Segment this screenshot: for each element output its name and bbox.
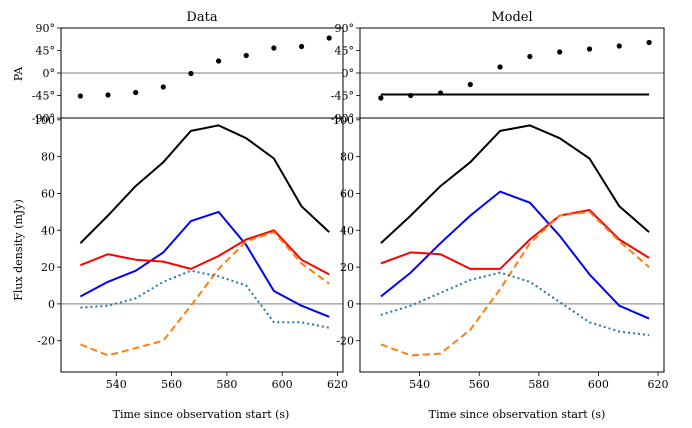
model-flux-ytick-label: 80 — [340, 151, 354, 164]
model-xtick-label: 580 — [528, 378, 549, 391]
model-pa-point — [408, 92, 414, 99]
model-pa-point — [378, 95, 384, 101]
pa-y-axis-label: PA — [12, 66, 25, 81]
data-pa-point — [77, 93, 83, 99]
model-xtick-label: 540 — [409, 378, 430, 391]
x-axis-label-right: Time since observation start (s) — [429, 408, 606, 421]
data-flux-ytick-label: 0 — [48, 298, 55, 311]
data-flux-ytick-label: 20 — [41, 261, 55, 274]
model-pa-point — [557, 49, 563, 55]
model-pa-ytick-label: 0° — [342, 67, 355, 80]
model-pa-point — [586, 46, 593, 52]
model-pa-panel: Model 90° 45° 0° -45° -90° — [331, 10, 665, 125]
model-title: Model — [491, 10, 532, 25]
data-flux-ytick-label: -20 — [37, 335, 55, 348]
model-flux-ytick-label: 60 — [340, 187, 354, 200]
flux-y-axis-label: Flux density (mJy) — [12, 199, 25, 301]
data-xtick-label: 600 — [272, 378, 293, 391]
model-flux-ytick-label: -20 — [336, 335, 354, 348]
model-xtick-label: 560 — [469, 378, 490, 391]
model-series-blue — [380, 190, 650, 320]
data-series-teal — [80, 269, 330, 329]
model-flux-ytick-label: 0 — [347, 298, 354, 311]
data-flux-ytick-label: 100 — [34, 114, 55, 127]
model-pa-point — [467, 81, 473, 88]
model-pa-ytick-label: 90° — [335, 22, 355, 35]
model-pa-ytick-label: -90° — [331, 112, 354, 125]
data-pa-panel: Data 90° 45° 0° -45° -90° — [32, 10, 344, 125]
model-pa-ytick-label: 45° — [335, 45, 355, 58]
model-pa-point — [616, 43, 622, 49]
model-pa-point — [497, 64, 503, 70]
model-series-red — [380, 209, 650, 270]
data-xtick-label: 560 — [161, 378, 182, 391]
data-pa-point — [298, 43, 305, 50]
data-flux-ytick-label: 60 — [41, 187, 55, 200]
data-title: Data — [186, 10, 217, 25]
data-series-orange — [80, 231, 330, 357]
data-pa-ytick-label: 45° — [36, 45, 56, 58]
data-flux-panel: 100 80 60 40 20 0 -20 540 560 580 600 620 — [34, 114, 348, 391]
data-pa-ytick-label: -45° — [32, 90, 55, 103]
model-series-orange — [380, 210, 650, 357]
data-series-black — [79, 124, 330, 244]
data-xtick-label: 620 — [327, 378, 348, 391]
model-flux-ytick-label: 20 — [340, 261, 354, 274]
model-flux-ytick-label: 40 — [340, 224, 354, 237]
data-pa-ytick-label: 0° — [43, 67, 56, 80]
data-xtick-label: 580 — [216, 378, 237, 391]
data-pa-point — [105, 92, 111, 98]
data-pa-point — [160, 84, 166, 90]
data-pa-point — [188, 70, 194, 77]
model-series-teal — [380, 271, 650, 337]
model-pa-point — [646, 39, 652, 46]
data-flux-ytick-label: 40 — [41, 224, 55, 237]
model-series-black — [380, 124, 650, 244]
data-pa-point — [215, 58, 222, 64]
data-pa-point — [326, 35, 332, 41]
model-xtick-label: 620 — [648, 378, 669, 391]
data-pa-point — [271, 45, 277, 51]
data-pa-ytick-label: -90° — [32, 112, 55, 125]
model-flux-panel: 100 80 60 40 20 0 -20 540 560 580 600 620 — [333, 114, 669, 391]
model-flux-ytick-label: 100 — [333, 114, 354, 127]
model-pa-ytick-label: -45° — [331, 90, 354, 103]
data-flux-ytick-label: 80 — [41, 151, 55, 164]
x-axis-label-left: Time since observation start (s) — [113, 408, 290, 421]
data-pa-ytick-label: 90° — [36, 22, 56, 35]
data-series-blue — [79, 210, 330, 318]
model-flux-frame — [359, 117, 665, 373]
data-pa-point — [133, 89, 139, 96]
model-pa-point — [527, 53, 533, 60]
data-flux-frame — [60, 117, 344, 373]
model-xtick-label: 600 — [588, 378, 609, 391]
data-pa-point — [243, 52, 249, 59]
data-series-red — [80, 229, 330, 276]
model-pa-point — [437, 90, 444, 96]
data-xtick-label: 540 — [106, 378, 127, 391]
